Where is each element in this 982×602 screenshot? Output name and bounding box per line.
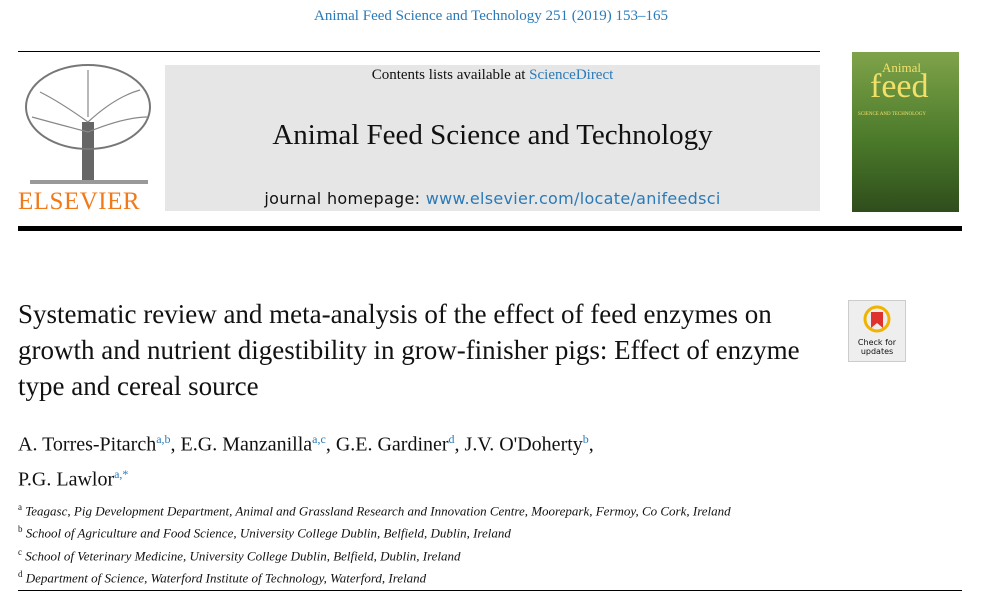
- separator: ,: [454, 433, 460, 456]
- separator: ,: [325, 433, 331, 456]
- author-affil: a,b: [156, 432, 171, 446]
- cover-text: SCIENCE AND TECHNOLOGY: [858, 112, 926, 117]
- affil-text: School of Agriculture and Food Science, …: [25, 525, 511, 541]
- homepage-line: journal homepage: www.elsevier.com/locat…: [165, 189, 820, 208]
- affil-mark: d: [18, 568, 23, 579]
- separator: ,: [170, 433, 176, 456]
- publisher-logo: ELSEVIER: [18, 188, 141, 215]
- cover-text: Animal: [882, 60, 921, 75]
- affil-mark: b: [18, 524, 23, 535]
- badge-text: Check for: [857, 338, 897, 347]
- affiliation: b School of Agriculture and Food Science…: [18, 520, 731, 542]
- author-name: P.G. Lawlor: [18, 468, 115, 491]
- rule: [18, 51, 820, 52]
- article-title: Systematic review and meta-analysis of t…: [18, 299, 800, 401]
- citation: Animal Feed Science and Technology 251 (…: [313, 8, 669, 24]
- author-affil: a,c: [312, 432, 326, 446]
- affil-text: School of Veterinary Medicine, Universit…: [25, 547, 461, 563]
- separator: ,: [588, 433, 594, 456]
- authors: A. Torres-Pitarcha,b, E.G. Manzanillaa,c…: [18, 425, 778, 494]
- text: journal homepage:: [264, 189, 421, 208]
- author-name: G.E. Gardiner: [335, 433, 449, 456]
- badge-icon: [863, 305, 891, 333]
- affiliation: a Teagasc, Pig Development Department, A…: [18, 498, 731, 520]
- author-name: E.G. Manzanilla: [180, 433, 313, 456]
- journal-cover: Animal feed SCIENCE AND TECHNOLOGY: [852, 52, 959, 212]
- link[interactable]: ScienceDirect: [529, 67, 614, 83]
- affil-text: Department of Science, Waterford Institu…: [25, 570, 427, 586]
- elsevier-tree: [25, 64, 151, 184]
- affil-mark: a: [18, 502, 22, 512]
- author-affil: d: [448, 432, 455, 446]
- affiliation: d Department of Science, Waterford Insti…: [18, 565, 731, 587]
- rule: [18, 590, 962, 591]
- link[interactable]: www.elsevier.com/locate/anifeedsci: [425, 189, 721, 208]
- author-affil: a,*: [114, 466, 129, 481]
- author-affil: b: [582, 432, 589, 446]
- text: Contents lists available at: [371, 67, 526, 83]
- check-updates[interactable]: Check for updates: [848, 300, 906, 362]
- badge-text: updates: [860, 347, 894, 356]
- banner: Contents lists available at ScienceDirec…: [165, 65, 820, 211]
- affiliations: a Teagasc, Pig Development Department, A…: [18, 498, 731, 587]
- cover-text: feed: [870, 68, 929, 105]
- author-name: J.V. O'Doherty: [464, 433, 583, 456]
- author-name: A. Torres-Pitarch: [18, 433, 157, 456]
- journal-name: Animal Feed Science and Technology: [272, 119, 713, 151]
- affiliation: c School of Veterinary Medicine, Univers…: [18, 543, 731, 565]
- affil-text: Teagasc, Pig Development Department, Ani…: [25, 503, 731, 519]
- affil-mark: c: [18, 546, 22, 557]
- rule: [18, 226, 962, 231]
- contents-line: Contents lists available at ScienceDirec…: [165, 67, 820, 84]
